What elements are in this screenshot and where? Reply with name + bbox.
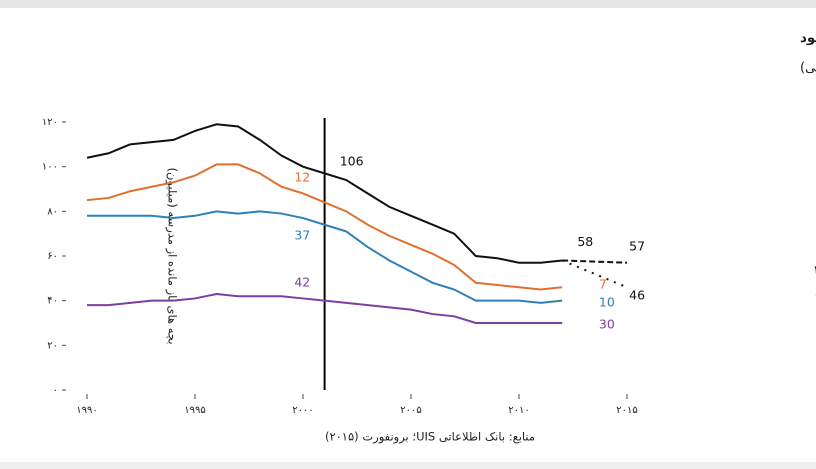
- annotation: 106: [340, 154, 364, 169]
- data-line: [87, 292, 563, 324]
- chart-title: شکل۱: ده ها میلیون کودک تا سال ۲۰۱۵ هموا…: [800, 30, 816, 46]
- x-tick-label: ۲۰۱۵: [616, 405, 637, 416]
- annotation: 57: [629, 239, 645, 254]
- y-tick-label: ۲۰: [47, 340, 58, 351]
- x-tick-label: ۱۹۹۵: [184, 405, 205, 416]
- annotation: 46: [629, 288, 645, 303]
- y-tick-label: ۱۰۰: [42, 162, 58, 173]
- data-line: [86, 123, 563, 264]
- source: منابع: بانک اطلاعاتی UIS؛ برونفورت (۲۰۱۵…: [325, 430, 535, 445]
- y-tick-label: ۸۰: [47, 206, 58, 217]
- annotation: 58: [577, 234, 593, 249]
- y-tick-label: ۱۲۰: [42, 117, 58, 128]
- legend-label: بر اساس نرخ ۲۰۱۲-۱۹۹۹: [814, 291, 816, 306]
- y-tick-label: ۰: [53, 385, 58, 396]
- y-axis-label: بچه های باز مانده از مدرسه (میلیون): [165, 167, 180, 344]
- y-tick-label: ۶۰: [47, 251, 58, 262]
- data-line: [87, 210, 563, 304]
- annotation: 7: [599, 277, 607, 292]
- y-tick-label: ۴۰: [47, 296, 58, 307]
- projection-line: [561, 259, 628, 289]
- annotation: 42: [294, 274, 310, 289]
- legend-label: بر اساس نرخ ۲۰۱۲-۲۰۰۷: [814, 263, 816, 278]
- chart-subtitle: کودکان باز مانده از مدارس در سن مقطع ابت…: [800, 61, 816, 76]
- annotation: 37: [294, 227, 310, 242]
- x-tick-label: ۲۰۰۵: [400, 405, 421, 416]
- x-tick-label: ۲۰۱۰: [508, 405, 529, 416]
- bottom-bar: [0, 462, 816, 469]
- annotation: 12: [294, 169, 310, 184]
- x-tick-label: ۲۰۰۰: [292, 405, 313, 416]
- projection-line: [562, 259, 628, 264]
- top-bar: [0, 0, 816, 8]
- annotation: 30: [599, 317, 615, 332]
- data-line: [86, 163, 563, 291]
- annotation: 10: [599, 294, 615, 309]
- x-tick-label: ۱۹۹۰: [76, 405, 97, 416]
